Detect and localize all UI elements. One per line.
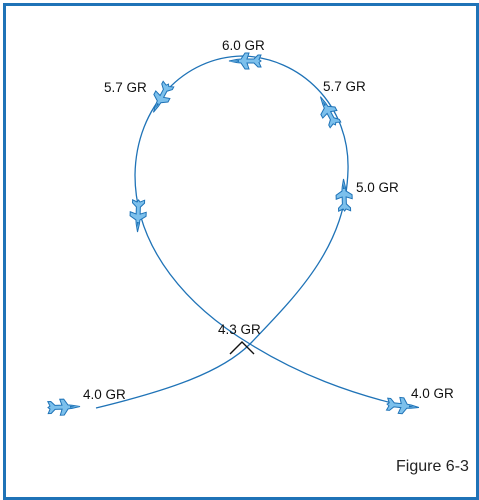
label-right-descent-g: 5.0 GR <box>356 180 399 195</box>
figure-caption: Figure 6-3 <box>396 458 469 475</box>
label-right-vertical-g: 5.7 GR <box>323 79 366 94</box>
crossover-angle-marker <box>229 341 255 355</box>
label-left-vertical-g: 5.7 GR <box>104 80 147 95</box>
label-exit-g: 4.0 GR <box>411 386 454 401</box>
figure-frame <box>3 3 479 500</box>
label-pull-up-g: 4.3 GR <box>218 322 261 337</box>
aircraft-top-icon <box>228 52 262 70</box>
aircraft-right-vertical-icon <box>335 178 354 212</box>
label-top-g: 6.0 GR <box>222 38 265 53</box>
aircraft-upper-right-icon <box>312 92 344 130</box>
flight-path <box>95 55 401 409</box>
aircraft-entry-icon <box>47 398 81 417</box>
label-entry-g: 4.0 GR <box>83 387 126 402</box>
